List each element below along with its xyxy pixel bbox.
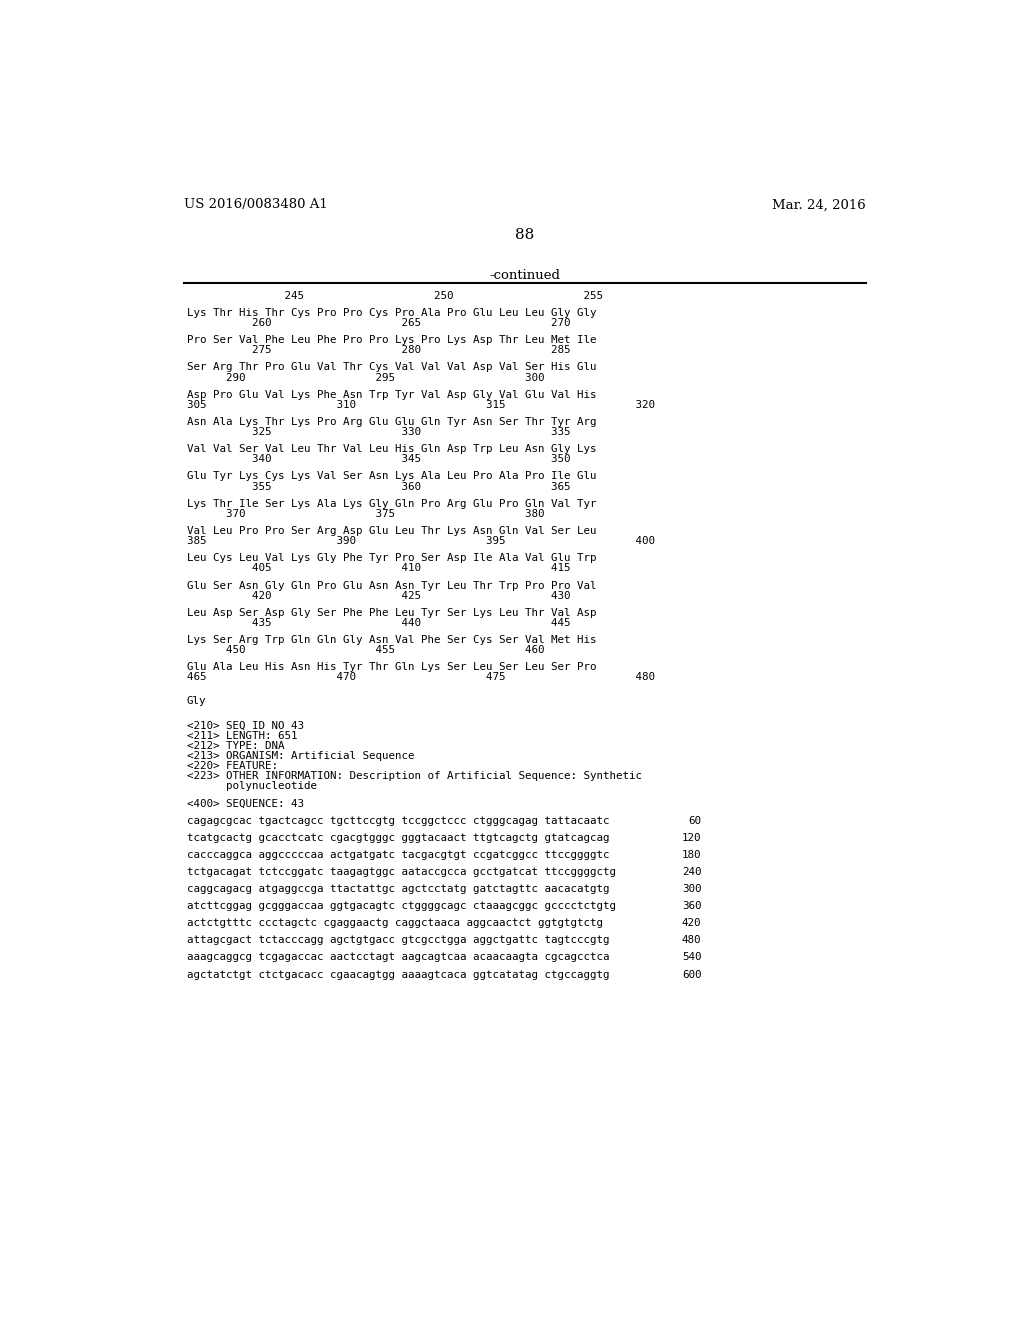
Text: caggcagacg atgaggccga ttactattgc agctcctatg gatctagttc aacacatgtg: caggcagacg atgaggccga ttactattgc agctcct… (187, 884, 609, 894)
Text: 600: 600 (682, 969, 701, 979)
Text: US 2016/0083480 A1: US 2016/0083480 A1 (183, 198, 328, 211)
Text: 465                    470                    475                    480: 465 470 475 480 (187, 672, 655, 682)
Text: 355                    360                    365: 355 360 365 (187, 482, 570, 491)
Text: <210> SEQ ID NO 43: <210> SEQ ID NO 43 (187, 721, 304, 730)
Text: 405                    410                    415: 405 410 415 (187, 564, 570, 573)
Text: Lys Thr Ile Ser Lys Ala Lys Gly Gln Pro Arg Glu Pro Gln Val Tyr: Lys Thr Ile Ser Lys Ala Lys Gly Gln Pro … (187, 499, 596, 508)
Text: 245                    250                    255: 245 250 255 (187, 290, 603, 301)
Text: 385                    390                    395                    400: 385 390 395 400 (187, 536, 655, 546)
Text: 420                    425                    430: 420 425 430 (187, 590, 570, 601)
Text: 435                    440                    445: 435 440 445 (187, 618, 570, 628)
Text: 240: 240 (682, 867, 701, 876)
Text: 340                    345                    350: 340 345 350 (187, 454, 570, 465)
Text: Lys Ser Arg Trp Gln Gln Gly Asn Val Phe Ser Cys Ser Val Met His: Lys Ser Arg Trp Gln Gln Gly Asn Val Phe … (187, 635, 596, 645)
Text: 450                    455                    460: 450 455 460 (187, 645, 545, 655)
Text: agctatctgt ctctgacacc cgaacagtgg aaaagtcaca ggtcatatag ctgccaggtg: agctatctgt ctctgacacc cgaacagtgg aaaagtc… (187, 969, 609, 979)
Text: tcatgcactg gcacctcatc cgacgtgggc gggtacaact ttgtcagctg gtatcagcag: tcatgcactg gcacctcatc cgacgtgggc gggtaca… (187, 833, 609, 842)
Text: 420: 420 (682, 919, 701, 928)
Text: <223> OTHER INFORMATION: Description of Artificial Sequence: Synthetic: <223> OTHER INFORMATION: Description of … (187, 771, 642, 781)
Text: Leu Asp Ser Asp Gly Ser Phe Phe Leu Tyr Ser Lys Leu Thr Val Asp: Leu Asp Ser Asp Gly Ser Phe Phe Leu Tyr … (187, 607, 596, 618)
Text: <212> TYPE: DNA: <212> TYPE: DNA (187, 741, 285, 751)
Text: polynucleotide: polynucleotide (187, 781, 316, 792)
Text: 260                    265                    270: 260 265 270 (187, 318, 570, 329)
Text: 300: 300 (682, 884, 701, 894)
Text: Asp Pro Glu Val Lys Phe Asn Trp Tyr Val Asp Gly Val Glu Val His: Asp Pro Glu Val Lys Phe Asn Trp Tyr Val … (187, 389, 596, 400)
Text: <213> ORGANISM: Artificial Sequence: <213> ORGANISM: Artificial Sequence (187, 751, 415, 762)
Text: 305                    310                    315                    320: 305 310 315 320 (187, 400, 655, 411)
Text: 60: 60 (688, 816, 701, 826)
Text: <400> SEQUENCE: 43: <400> SEQUENCE: 43 (187, 799, 304, 809)
Text: Gly: Gly (187, 697, 207, 706)
Text: Val Leu Pro Pro Ser Arg Asp Glu Leu Thr Lys Asn Gln Val Ser Leu: Val Leu Pro Pro Ser Arg Asp Glu Leu Thr … (187, 525, 596, 536)
Text: 325                    330                    335: 325 330 335 (187, 428, 570, 437)
Text: 180: 180 (682, 850, 701, 859)
Text: Glu Ala Leu His Asn His Tyr Thr Gln Lys Ser Leu Ser Leu Ser Pro: Glu Ala Leu His Asn His Tyr Thr Gln Lys … (187, 663, 596, 672)
Text: 88: 88 (515, 227, 535, 242)
Text: 360: 360 (682, 902, 701, 911)
Text: 370                    375                    380: 370 375 380 (187, 510, 545, 519)
Text: actctgtttc ccctagctc cgaggaactg caggctaaca aggcaactct ggtgtgtctg: actctgtttc ccctagctc cgaggaactg caggctaa… (187, 919, 603, 928)
Text: 275                    280                    285: 275 280 285 (187, 346, 570, 355)
Text: 120: 120 (682, 833, 701, 842)
Text: Pro Ser Val Phe Leu Phe Pro Pro Lys Pro Lys Asp Thr Leu Met Ile: Pro Ser Val Phe Leu Phe Pro Pro Lys Pro … (187, 335, 596, 346)
Text: 540: 540 (682, 953, 701, 962)
Text: Val Val Ser Val Leu Thr Val Leu His Gln Asp Trp Leu Asn Gly Lys: Val Val Ser Val Leu Thr Val Leu His Gln … (187, 445, 596, 454)
Text: atcttcggag gcgggaccaa ggtgacagtc ctggggcagc ctaaagcggc gcccctctgtg: atcttcggag gcgggaccaa ggtgacagtc ctggggc… (187, 902, 615, 911)
Text: aaagcaggcg tcgagaccac aactcctagt aagcagtcaa acaacaagta cgcagcctca: aaagcaggcg tcgagaccac aactcctagt aagcagt… (187, 953, 609, 962)
Text: tctgacagat tctccggatc taagagtggc aataccgcca gcctgatcat ttccggggctg: tctgacagat tctccggatc taagagtggc aataccg… (187, 867, 615, 876)
Text: 480: 480 (682, 936, 701, 945)
Text: Ser Arg Thr Pro Glu Val Thr Cys Val Val Val Asp Val Ser His Glu: Ser Arg Thr Pro Glu Val Thr Cys Val Val … (187, 363, 596, 372)
Text: Lys Thr His Thr Cys Pro Pro Cys Pro Ala Pro Glu Leu Leu Gly Gly: Lys Thr His Thr Cys Pro Pro Cys Pro Ala … (187, 308, 596, 318)
Text: Glu Tyr Lys Cys Lys Val Ser Asn Lys Ala Leu Pro Ala Pro Ile Glu: Glu Tyr Lys Cys Lys Val Ser Asn Lys Ala … (187, 471, 596, 482)
Text: <211> LENGTH: 651: <211> LENGTH: 651 (187, 731, 297, 741)
Text: Mar. 24, 2016: Mar. 24, 2016 (772, 198, 866, 211)
Text: Asn Ala Lys Thr Lys Pro Arg Glu Glu Gln Tyr Asn Ser Thr Tyr Arg: Asn Ala Lys Thr Lys Pro Arg Glu Glu Gln … (187, 417, 596, 426)
Text: <220> FEATURE:: <220> FEATURE: (187, 762, 278, 771)
Text: cacccaggca aggcccccaa actgatgatc tacgacgtgt ccgatcggcc ttccggggtc: cacccaggca aggcccccaa actgatgatc tacgacg… (187, 850, 609, 859)
Text: attagcgact tctacccagg agctgtgacc gtcgcctgga aggctgattc tagtcccgtg: attagcgact tctacccagg agctgtgacc gtcgcct… (187, 936, 609, 945)
Text: -continued: -continued (489, 268, 560, 281)
Text: Glu Ser Asn Gly Gln Pro Glu Asn Asn Tyr Leu Thr Trp Pro Pro Val: Glu Ser Asn Gly Gln Pro Glu Asn Asn Tyr … (187, 581, 596, 590)
Text: cagagcgcac tgactcagcc tgcttccgtg tccggctccc ctgggcagag tattacaatc: cagagcgcac tgactcagcc tgcttccgtg tccggct… (187, 816, 609, 826)
Text: Leu Cys Leu Val Lys Gly Phe Tyr Pro Ser Asp Ile Ala Val Glu Trp: Leu Cys Leu Val Lys Gly Phe Tyr Pro Ser … (187, 553, 596, 564)
Text: 290                    295                    300: 290 295 300 (187, 372, 545, 383)
